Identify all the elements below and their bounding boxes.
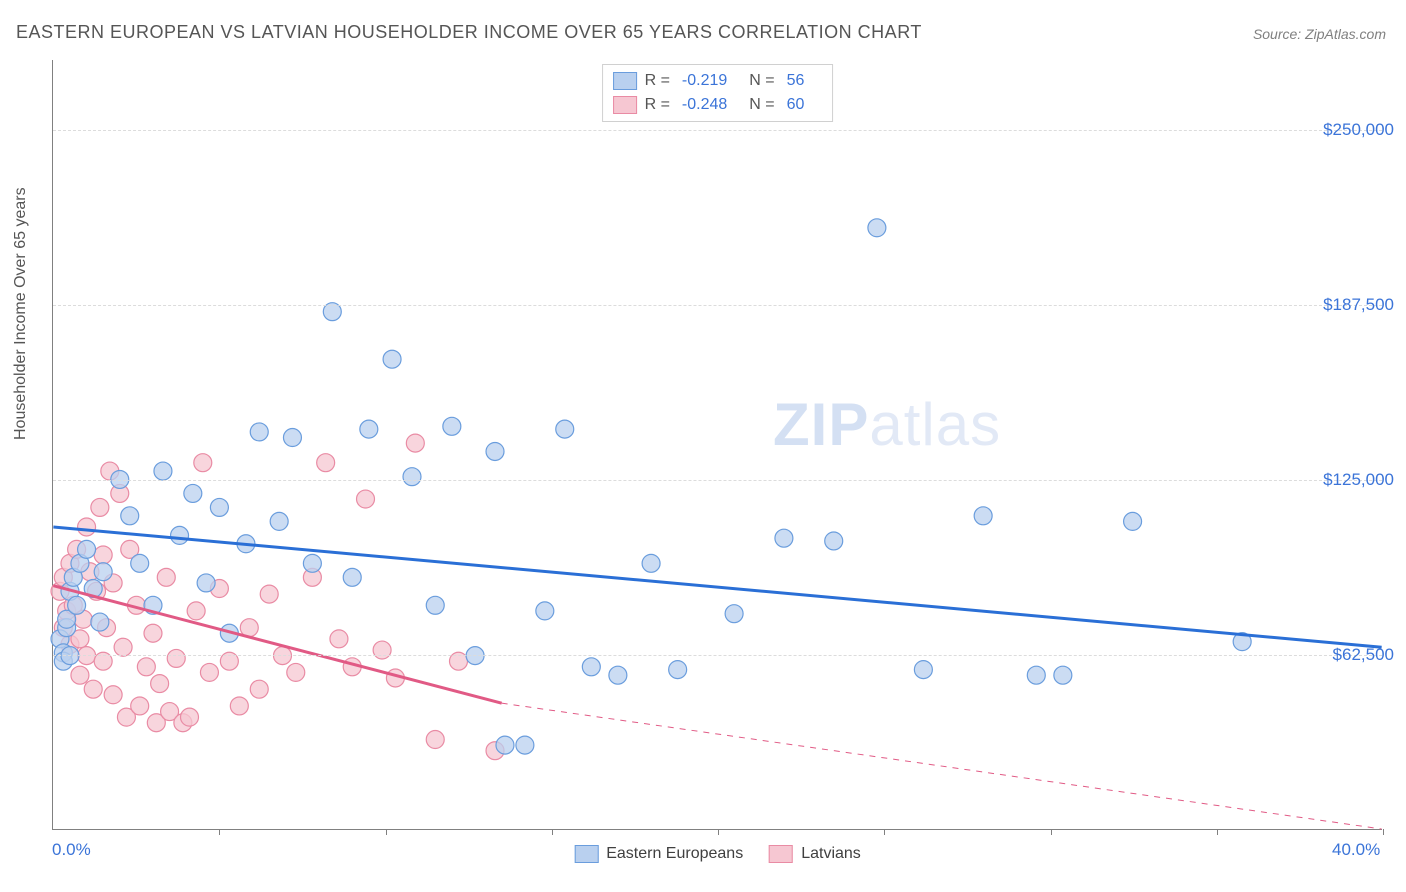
data-point bbox=[825, 532, 843, 550]
data-point bbox=[68, 596, 86, 614]
data-point bbox=[144, 624, 162, 642]
data-point bbox=[91, 498, 109, 516]
data-point bbox=[94, 563, 112, 581]
data-point bbox=[383, 350, 401, 368]
chart-svg bbox=[53, 60, 1382, 829]
legend-item: Eastern Europeans bbox=[574, 845, 743, 863]
data-point bbox=[609, 666, 627, 684]
data-point bbox=[303, 554, 321, 572]
data-point bbox=[151, 675, 169, 693]
data-point bbox=[1054, 666, 1072, 684]
legend-item: Latvians bbox=[769, 845, 861, 863]
data-point bbox=[536, 602, 554, 620]
data-point bbox=[373, 641, 391, 659]
gridline bbox=[53, 130, 1382, 131]
data-point bbox=[360, 420, 378, 438]
data-point bbox=[516, 736, 534, 754]
data-point bbox=[194, 454, 212, 472]
data-point bbox=[556, 420, 574, 438]
plot-area: ZIPatlas R = -0.219 N = 56 R = -0.248 N … bbox=[52, 60, 1382, 830]
data-point bbox=[496, 736, 514, 754]
x-tick bbox=[718, 829, 719, 835]
data-point bbox=[250, 423, 268, 441]
x-tick bbox=[1051, 829, 1052, 835]
x-tick bbox=[552, 829, 553, 835]
x-axis-label: 40.0% bbox=[1332, 840, 1380, 860]
series-legend: Eastern Europeans Latvians bbox=[574, 845, 861, 863]
y-axis-label: Householder Income Over 65 years bbox=[12, 187, 30, 440]
data-point bbox=[283, 429, 301, 447]
x-tick bbox=[1383, 829, 1384, 835]
data-point bbox=[317, 454, 335, 472]
data-point bbox=[84, 680, 102, 698]
data-point bbox=[270, 512, 288, 530]
data-point bbox=[443, 417, 461, 435]
data-point bbox=[121, 507, 139, 525]
data-point bbox=[104, 686, 122, 704]
x-tick bbox=[1217, 829, 1218, 835]
chart-title: EASTERN EUROPEAN VS LATVIAN HOUSEHOLDER … bbox=[16, 22, 922, 43]
y-tick-label: $62,500 bbox=[1333, 645, 1394, 665]
legend-swatch bbox=[769, 845, 793, 863]
data-point bbox=[343, 568, 361, 586]
data-point bbox=[406, 434, 424, 452]
data-point bbox=[154, 462, 172, 480]
legend-label: Latvians bbox=[801, 845, 861, 863]
data-point bbox=[171, 526, 189, 544]
data-point bbox=[1124, 512, 1142, 530]
chart-container: EASTERN EUROPEAN VS LATVIAN HOUSEHOLDER … bbox=[0, 0, 1406, 892]
data-point bbox=[669, 661, 687, 679]
y-tick-label: $187,500 bbox=[1323, 295, 1394, 315]
data-point bbox=[775, 529, 793, 547]
data-point bbox=[868, 219, 886, 237]
gridline bbox=[53, 655, 1382, 656]
source-attribution: Source: ZipAtlas.com bbox=[1253, 26, 1386, 42]
x-axis-label: 0.0% bbox=[52, 840, 91, 860]
data-point bbox=[210, 498, 228, 516]
data-point bbox=[184, 484, 202, 502]
data-point bbox=[91, 613, 109, 631]
data-point bbox=[181, 708, 199, 726]
gridline bbox=[53, 305, 1382, 306]
data-point bbox=[357, 490, 375, 508]
trend-line bbox=[502, 703, 1382, 829]
x-tick bbox=[386, 829, 387, 835]
x-tick bbox=[219, 829, 220, 835]
legend-swatch bbox=[574, 845, 598, 863]
data-point bbox=[426, 596, 444, 614]
data-point bbox=[94, 546, 112, 564]
data-point bbox=[78, 518, 96, 536]
data-point bbox=[974, 507, 992, 525]
data-point bbox=[486, 443, 504, 461]
legend-label: Eastern Europeans bbox=[606, 845, 743, 863]
data-point bbox=[187, 602, 205, 620]
data-point bbox=[725, 605, 743, 623]
data-point bbox=[230, 697, 248, 715]
data-point bbox=[200, 663, 218, 681]
data-point bbox=[71, 666, 89, 684]
y-tick-label: $250,000 bbox=[1323, 120, 1394, 140]
data-point bbox=[426, 731, 444, 749]
data-point bbox=[131, 554, 149, 572]
gridline bbox=[53, 480, 1382, 481]
data-point bbox=[582, 658, 600, 676]
data-point bbox=[642, 554, 660, 572]
data-point bbox=[197, 574, 215, 592]
data-point bbox=[287, 663, 305, 681]
data-point bbox=[114, 638, 132, 656]
data-point bbox=[330, 630, 348, 648]
data-point bbox=[131, 697, 149, 715]
data-point bbox=[167, 649, 185, 667]
data-point bbox=[1027, 666, 1045, 684]
data-point bbox=[250, 680, 268, 698]
y-tick-label: $125,000 bbox=[1323, 470, 1394, 490]
data-point bbox=[78, 540, 96, 558]
data-point bbox=[260, 585, 278, 603]
data-point bbox=[914, 661, 932, 679]
data-point bbox=[403, 468, 421, 486]
data-point bbox=[157, 568, 175, 586]
x-tick bbox=[884, 829, 885, 835]
data-point bbox=[137, 658, 155, 676]
